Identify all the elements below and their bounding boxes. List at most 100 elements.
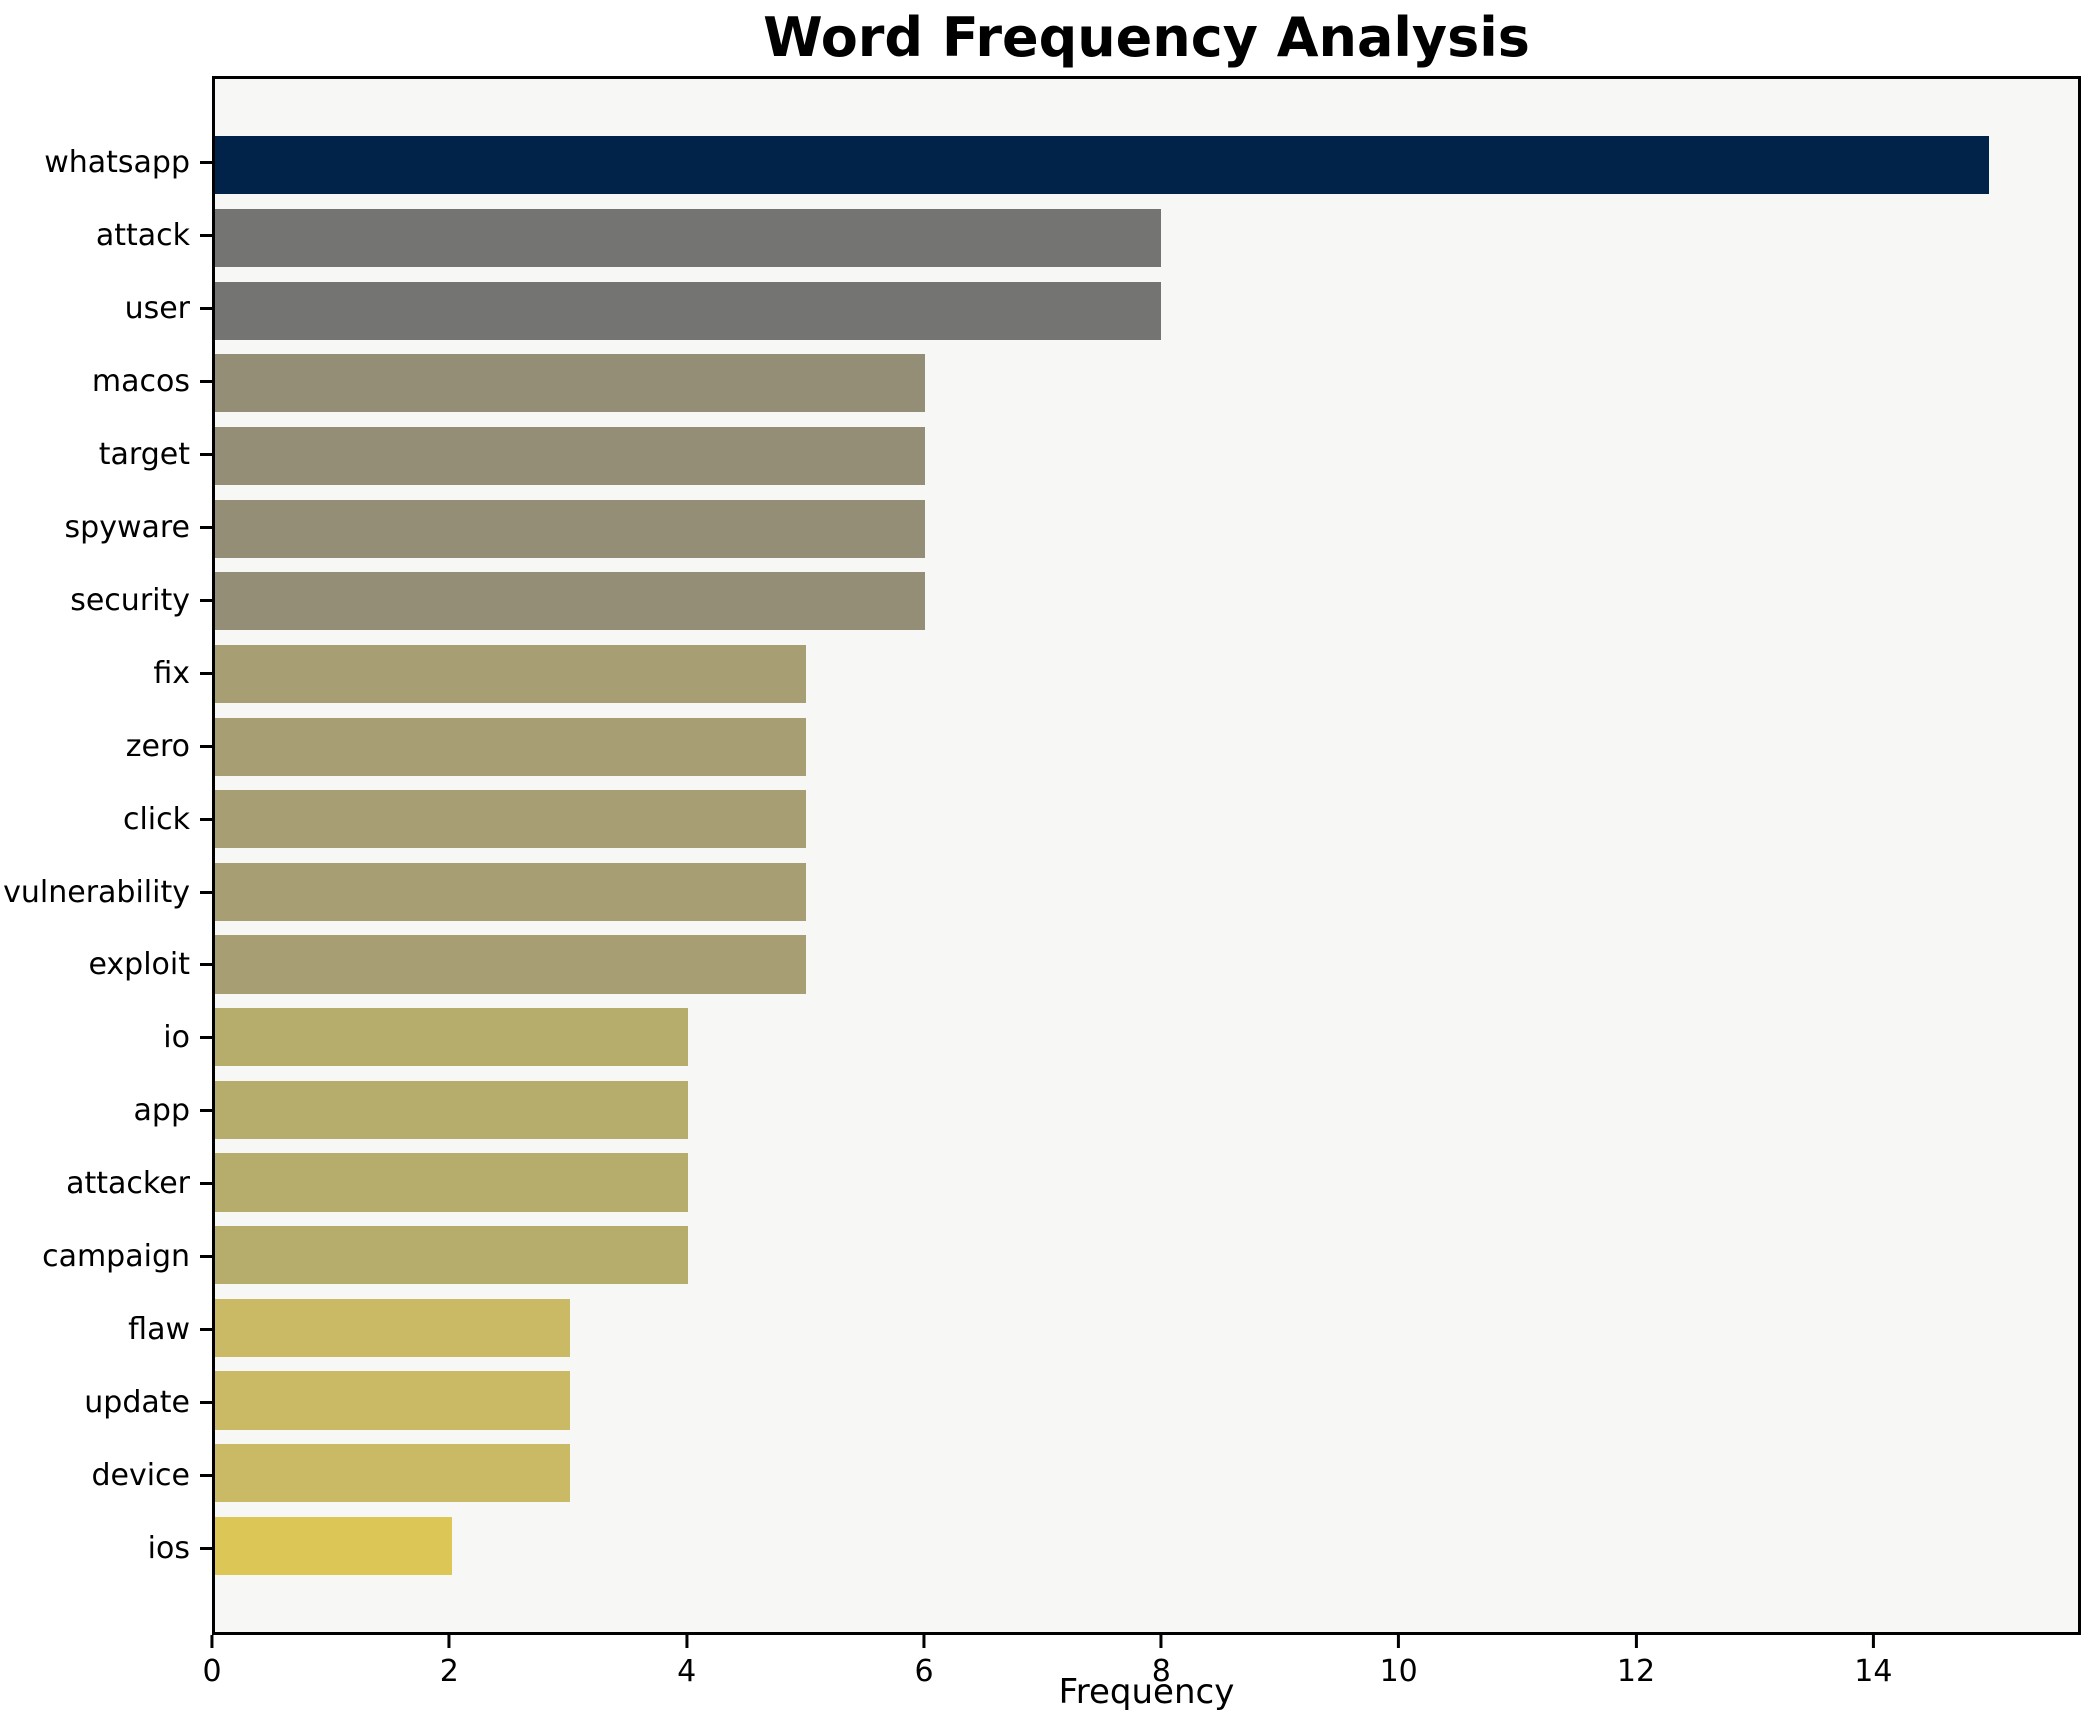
bar-band: [215, 1074, 2078, 1147]
ytick-row: fix: [0, 637, 212, 710]
y-axis-labels: whatsapp attack user macos target spyware secu…: [0, 76, 212, 1635]
ytick-mark: [200, 963, 212, 967]
bar-band: [215, 783, 2078, 856]
bar-update: [215, 1371, 570, 1430]
ytick-mark: [200, 452, 212, 456]
bar-band: [215, 1364, 2078, 1437]
ytick-mark: [200, 1036, 212, 1040]
bar-band: [215, 710, 2078, 783]
ytick-row: security: [0, 564, 212, 637]
ytick-row: ios: [0, 1512, 212, 1585]
bar-click: [215, 790, 807, 849]
plot-area: [212, 76, 2081, 1635]
bar-band: [215, 1509, 2078, 1582]
bar-fix: [215, 644, 807, 703]
ytick-mark: [200, 160, 212, 164]
xtick-6: 6: [914, 1635, 934, 1689]
xtick-label: 4: [677, 1654, 697, 1689]
ytick-mark: [200, 1182, 212, 1186]
ytick-mark: [200, 306, 212, 310]
bar-band: [215, 856, 2078, 929]
bar-attacker: [215, 1153, 689, 1212]
ytick-row: target: [0, 418, 212, 491]
ytick-row: click: [0, 783, 212, 856]
bar-target: [215, 426, 925, 486]
bar-band: [215, 1146, 2078, 1219]
bar-band: [215, 928, 2078, 1001]
ytick-row: exploit: [0, 928, 212, 1001]
ytick-label-spyware: spyware: [64, 509, 190, 545]
ytick-row: whatsapp: [0, 126, 212, 199]
bar-ios: [215, 1516, 452, 1575]
xtick-mark: [685, 1635, 689, 1648]
ytick-label-attacker: attacker: [66, 1166, 190, 1202]
ytick-row: attack: [0, 199, 212, 272]
bar-band: [215, 638, 2078, 711]
ytick-mark: [200, 525, 212, 529]
xtick-mark: [447, 1635, 451, 1648]
bar-whatsapp: [215, 136, 1990, 195]
bar-flaw: [215, 1298, 570, 1357]
xtick-4: 4: [677, 1635, 696, 1689]
bar-attack: [215, 208, 1162, 268]
chart-title: Word Frequency Analysis: [763, 6, 1530, 69]
ytick-label-device: device: [91, 1458, 190, 1494]
ytick-mark: [200, 1547, 212, 1551]
ytick-mark: [200, 1474, 212, 1478]
ytick-label-ios: ios: [147, 1531, 190, 1567]
bar-exploit: [215, 935, 807, 994]
bar-vulnerability: [215, 862, 807, 921]
bar-band: [215, 420, 2078, 493]
bar-security: [215, 572, 925, 631]
xtick-label: 14: [1854, 1654, 1893, 1689]
ytick-mark: [200, 598, 212, 602]
ytick-label-update: update: [84, 1385, 190, 1421]
xtick-12: 12: [1617, 1635, 1655, 1689]
ytick-row: device: [0, 1439, 212, 1512]
ytick-row: spyware: [0, 491, 212, 564]
ytick-row: macos: [0, 345, 212, 418]
ytick-label-flaw: flaw: [128, 1312, 190, 1348]
ytick-label-target: target: [98, 436, 190, 472]
ytick-mark: [200, 379, 212, 383]
ytick-mark: [200, 233, 212, 237]
xtick-mark: [210, 1635, 214, 1648]
xtick-mark: [922, 1635, 926, 1648]
ytick-label-security: security: [70, 582, 190, 618]
ytick-label-macos: macos: [91, 363, 190, 399]
xtick-label: 0: [202, 1654, 222, 1689]
ytick-label-io: io: [163, 1020, 190, 1056]
bar-user: [215, 281, 1162, 340]
bar-band: [215, 202, 2078, 275]
ytick-row: update: [0, 1366, 212, 1439]
ytick-mark: [200, 671, 212, 675]
bar-band: [215, 565, 2078, 638]
bar-spyware: [215, 499, 925, 558]
ytick-mark: [200, 1328, 212, 1332]
ytick-label-attack: attack: [95, 217, 190, 253]
ytick-row: flaw: [0, 1293, 212, 1366]
ytick-row: zero: [0, 710, 212, 783]
ytick-label-app: app: [133, 1093, 190, 1129]
bar-macos: [215, 354, 925, 413]
ytick-mark: [200, 817, 212, 821]
x-axis: 0 2 4 6 8 10 12 14: [202, 1635, 2081, 1705]
bar-band: [215, 274, 2078, 347]
bar-band: [215, 1001, 2078, 1074]
bar-device: [215, 1444, 570, 1503]
xtick-mark: [1397, 1635, 1401, 1648]
ytick-label-click: click: [122, 801, 190, 837]
ytick-label-exploit: exploit: [88, 947, 190, 983]
bar-band: [215, 492, 2078, 565]
ytick-mark: [200, 890, 212, 894]
ytick-row: attacker: [0, 1147, 212, 1220]
ytick-label-fix: fix: [153, 655, 190, 691]
ytick-label-campaign: campaign: [42, 1239, 190, 1275]
xtick-14: 14: [1854, 1635, 1892, 1689]
bar-campaign: [215, 1226, 689, 1285]
bar-band: [215, 129, 2078, 202]
xtick-label: 6: [914, 1654, 934, 1689]
ytick-mark: [200, 1401, 212, 1405]
bar-band: [215, 1219, 2078, 1292]
